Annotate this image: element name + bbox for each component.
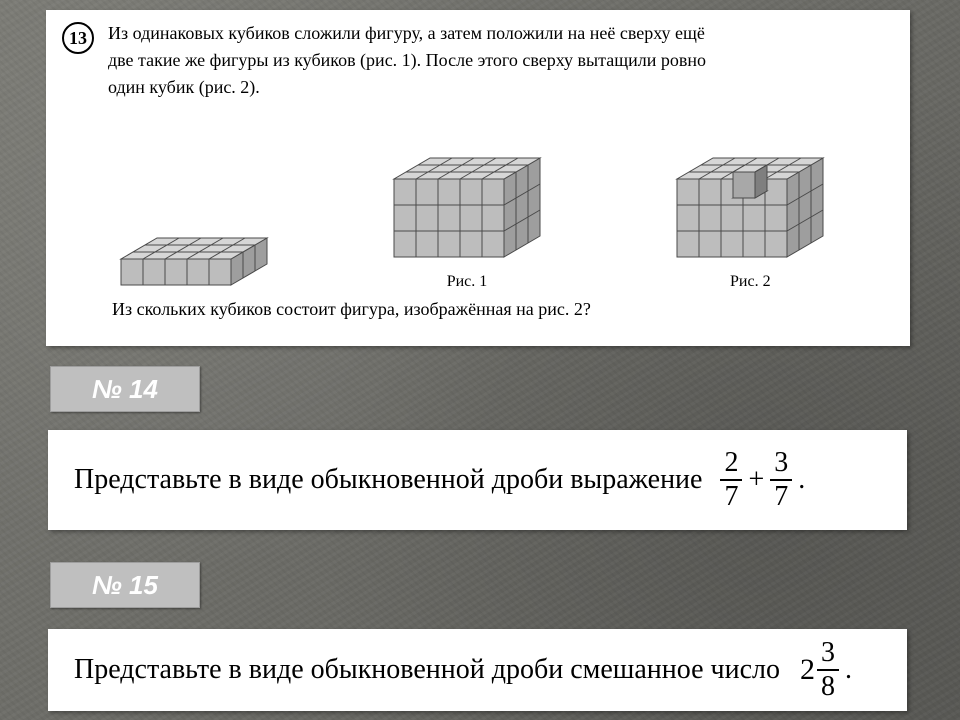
problem-15-prefix: Представьте в виде обыкновенной дроби см… <box>74 654 780 686</box>
problem-13-header: 13 Из одинаковых кубиков сложили фигуру,… <box>62 20 892 101</box>
problem-15-suffix: . <box>845 654 852 686</box>
figure-layer <box>109 221 279 291</box>
problem-13-line3: один кубик (рис. 2). <box>108 74 706 101</box>
fraction-2: 3 7 <box>770 449 792 511</box>
problem-13-text: Из одинаковых кубиков сложили фигуру, а … <box>108 20 706 101</box>
problem-14-prefix: Представьте в виде обыкновенной дроби вы… <box>74 464 702 496</box>
fraction-1-num: 2 <box>720 449 742 481</box>
badge-15-label: № 15 <box>92 570 158 601</box>
figure-2-label: Рис. 2 <box>730 273 771 291</box>
problem-15-expression: Представьте в виде обыкновенной дроби см… <box>74 639 852 701</box>
operator-plus: + <box>748 464 764 496</box>
figure-1-svg <box>372 113 562 263</box>
badge-14: № 14 <box>50 366 200 412</box>
problem-13-question: Из скольких кубиков состоит фигура, изоб… <box>112 299 892 320</box>
problem-number: 13 <box>69 28 87 49</box>
fraction-2-num: 3 <box>770 449 792 481</box>
fraction-2-den: 7 <box>770 481 792 511</box>
problem-15-panel: Представьте в виде обыкновенной дроби см… <box>48 629 907 711</box>
figure-2-svg <box>655 113 845 263</box>
mixed-num: 3 <box>817 639 839 671</box>
problem-14-suffix: . <box>798 464 805 496</box>
problem-14-expression: Представьте в виде обыкновенной дроби вы… <box>74 449 805 511</box>
figure-1: Рис. 1 <box>372 113 562 291</box>
fraction-1-den: 7 <box>720 481 742 511</box>
problem-13-line2: две такие же фигуры из кубиков (рис. 1).… <box>108 47 706 74</box>
mixed-den: 8 <box>817 671 839 701</box>
mixed-number: 2 3 8 <box>800 639 839 701</box>
problem-14-panel: Представьте в виде обыкновенной дроби вы… <box>48 430 907 530</box>
problem-13-figures: Рис. 1 Рис. 2 <box>62 121 892 291</box>
fraction-1: 2 7 <box>720 449 742 511</box>
problem-number-circle: 13 <box>62 22 94 54</box>
badge-15: № 15 <box>50 562 200 608</box>
layer-cuboid-svg <box>109 221 279 291</box>
mixed-whole: 2 <box>800 653 815 687</box>
problem-13-panel: 13 Из одинаковых кубиков сложили фигуру,… <box>46 10 910 346</box>
figure-1-label: Рис. 1 <box>447 273 488 291</box>
badge-14-label: № 14 <box>92 374 158 405</box>
figure-2: Рис. 2 <box>655 113 845 291</box>
problem-13-line1: Из одинаковых кубиков сложили фигуру, а … <box>108 20 706 47</box>
mixed-fraction: 3 8 <box>817 639 839 701</box>
